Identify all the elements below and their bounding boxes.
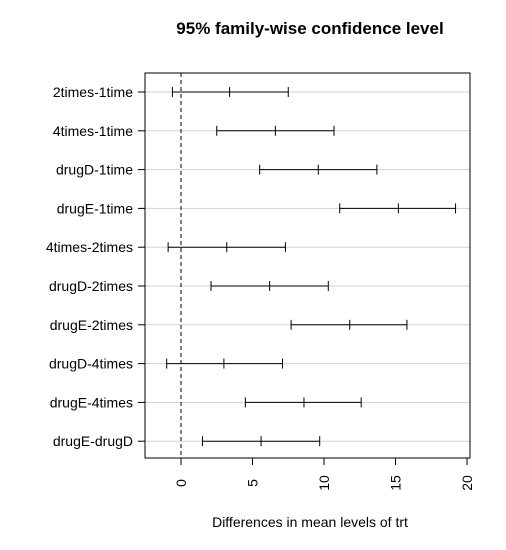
y-tick-label: drugE-2times <box>50 317 133 333</box>
y-tick-label: drugD-1time <box>56 162 133 178</box>
y-tick-label: 4times-2times <box>46 239 133 255</box>
y-tick-label: drugE-1time <box>57 200 133 216</box>
interval-drugD-1time <box>259 164 378 175</box>
chart-title: 95% family-wise confidence level <box>176 19 443 38</box>
x-axis: 0 5 10 15 20 <box>173 457 475 491</box>
y-tick-label: drugD-2times <box>49 278 133 294</box>
interval-drugE-2times <box>290 319 408 330</box>
interval-4times-2times <box>167 242 286 253</box>
interval-4times-1time <box>216 125 335 136</box>
x-tick-label: 15 <box>388 475 404 491</box>
y-tick-label: 4times-1time <box>53 123 133 139</box>
interval-2times-1time <box>171 87 289 97</box>
interval-drugE-4times <box>244 397 362 408</box>
interval-drugE-1time <box>339 203 457 214</box>
x-tick-label: 0 <box>173 479 189 487</box>
x-tick-label: 20 <box>459 475 475 491</box>
y-tick-label: 2times-1time <box>53 84 133 100</box>
x-tick-label: 5 <box>245 479 261 487</box>
grid-lines <box>145 91 470 442</box>
interval-series <box>166 87 457 447</box>
x-axis-label: Differences in mean levels of trt <box>212 514 408 530</box>
y-axis-labels: 2times-1time 4times-1time drugD-1time drugE… <box>46 84 145 449</box>
y-tick-label: drugD-4times <box>49 356 133 372</box>
interval-drugD-2times <box>210 281 329 291</box>
y-tick-label: drugE-drugD <box>53 433 133 449</box>
interval-drugE-drugD <box>201 436 321 447</box>
y-tick-label: drugE-4times <box>50 394 133 410</box>
x-tick-label: 10 <box>316 475 332 491</box>
interval-drugD-4times <box>166 358 284 369</box>
